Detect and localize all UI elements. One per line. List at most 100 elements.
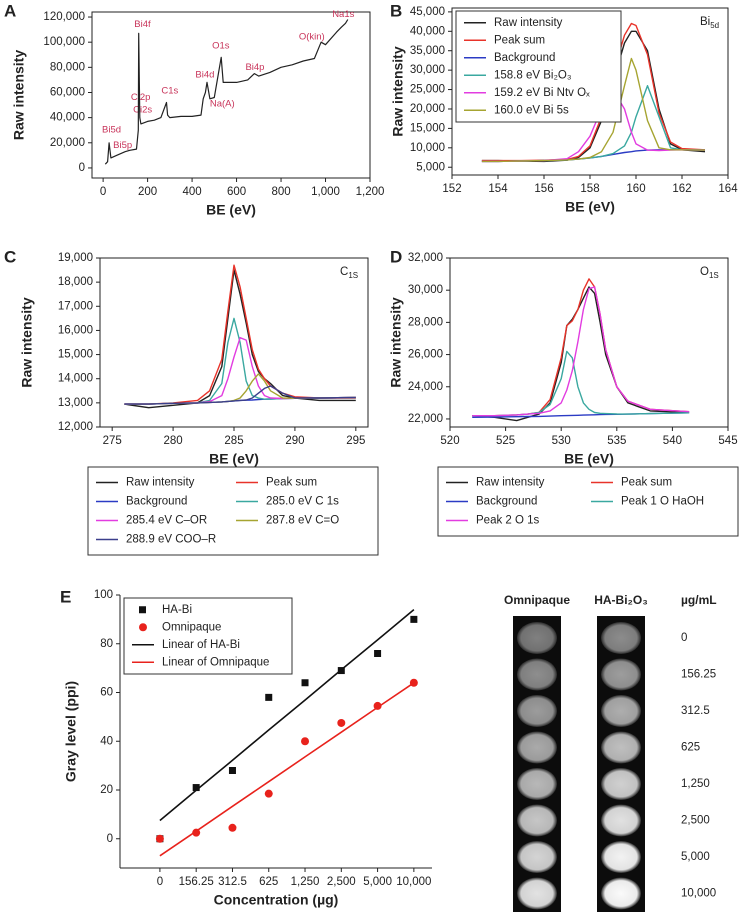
x-axis-label: BE (eV)	[564, 451, 614, 467]
y-tick-label: 26,000	[408, 349, 443, 361]
y-axis-label: Gray level (ppi)	[63, 681, 79, 782]
legend-label: Peak sum	[266, 477, 317, 489]
legend-swatch	[139, 606, 146, 614]
peak-annotation: O(kin)	[299, 32, 325, 43]
y-tick-label: 13,000	[58, 397, 93, 409]
x-tick-label: 156.25	[179, 876, 214, 888]
y-tick-label: 15,000	[410, 122, 445, 134]
fit-line	[124, 264, 356, 405]
column-header: HA-Bi₂O₃	[594, 593, 648, 607]
plot-frame	[91, 11, 371, 179]
x-tick-label: 400	[182, 186, 201, 198]
y-tick-label: 20,000	[50, 137, 85, 149]
legend-label: Linear of HA-Bi	[162, 639, 240, 651]
y-tick-label: 35,000	[410, 45, 445, 57]
concentration-label: 1,250	[681, 778, 710, 790]
y-tick-label: 25,000	[410, 84, 445, 96]
x-tick-label: 295	[346, 435, 365, 447]
legend-label: Background	[126, 496, 187, 508]
y-tick-label: 0	[107, 833, 113, 845]
column-header: µg/mL	[681, 593, 717, 607]
peak-annotation: O1s	[212, 40, 230, 51]
phantom-well	[601, 841, 641, 873]
corner-label-sub: 1S	[709, 271, 719, 280]
corner-label-main: Bi	[700, 16, 710, 28]
concentration-label: 5,000	[681, 851, 710, 863]
x-tick-label: 285	[224, 435, 243, 447]
y-tick-label: 60	[100, 687, 113, 699]
fit-line	[472, 286, 690, 422]
x-axis-label: BE (eV)	[206, 202, 256, 218]
legend-label: Raw intensity	[126, 477, 195, 489]
phantom-well	[601, 877, 641, 910]
spectrum-line	[104, 19, 349, 165]
peak-annotation: Ci2s	[133, 105, 152, 116]
peak-annotation: Bi4d	[195, 69, 214, 80]
legend-label: Peak 1 O HaOH	[621, 496, 704, 508]
y-tick-label: 80,000	[50, 61, 85, 73]
x-tick-label: 525	[496, 435, 515, 447]
concentration-label: 2,500	[681, 815, 710, 827]
panel-letter: A	[4, 1, 16, 20]
x-tick-label: 10,000	[396, 876, 431, 888]
y-tick-label: 32,000	[408, 252, 443, 264]
legend-box	[455, 10, 622, 123]
panel-letter: C	[4, 247, 16, 266]
fit-line	[472, 350, 690, 417]
x-tick-label: 625	[259, 876, 278, 888]
x-tick-label: 2,500	[327, 876, 356, 888]
y-tick-label: 45,000	[410, 6, 445, 18]
column-header: Omnipaque	[504, 593, 570, 607]
phantom-well	[517, 658, 557, 691]
legend-label: 160.0 eV Bi 5s	[494, 104, 569, 116]
data-point	[264, 789, 273, 798]
phantom-well	[517, 877, 557, 910]
x-tick-label: 0	[157, 876, 163, 888]
data-point	[228, 823, 237, 832]
phantom-well	[517, 768, 557, 800]
legend-label: Raw intensity	[476, 477, 545, 489]
data-point	[192, 784, 200, 792]
phantom-well	[601, 658, 641, 691]
data-point	[228, 767, 236, 774]
concentration-label: 10,000	[681, 888, 716, 900]
plot-frame	[99, 257, 369, 428]
y-tick-label: 10,000	[410, 142, 445, 154]
y-tick-label: 100,000	[43, 36, 85, 48]
legend-label: 159.2 eV Bi Ntv Oₓ	[494, 87, 590, 99]
corner-label: C1S	[340, 266, 358, 280]
x-tick-label: 545	[718, 435, 737, 447]
x-tick-label: 312.5	[218, 876, 247, 888]
peak-annotation: Bi4f	[134, 19, 151, 30]
y-axis-label: Raw intensity	[388, 297, 404, 387]
x-tick-label: 600	[227, 186, 246, 198]
x-tick-label: 530	[552, 435, 571, 447]
x-tick-label: 160	[626, 183, 645, 195]
y-tick-label: 40	[100, 735, 113, 747]
panel-letter: D	[390, 247, 402, 266]
y-tick-label: 80	[100, 638, 113, 650]
x-tick-label: 520	[440, 435, 459, 447]
x-tick-label: 540	[663, 435, 682, 447]
corner-label-sub: 5d	[710, 21, 719, 30]
data-point	[374, 650, 382, 657]
corner-label-main: C	[340, 266, 348, 278]
legend-label: Peak 2 O 1s	[476, 515, 540, 527]
y-tick-label: 20	[100, 784, 113, 796]
peak-annotation: Na1s	[332, 9, 354, 20]
y-tick-label: 17,000	[58, 300, 93, 312]
panel-letter: E	[60, 587, 71, 606]
plot-frame	[449, 257, 729, 428]
y-axis-label: Raw intensity	[19, 297, 35, 387]
peak-annotation: Bi4p	[245, 62, 264, 73]
legend-label: HA-Bi	[162, 604, 192, 616]
legend-box	[123, 597, 293, 675]
concentration-label: 0	[681, 632, 687, 644]
legend-label: 158.8 eV Bi₂O₃	[494, 69, 572, 81]
concentration-label: 312.5	[681, 705, 710, 717]
y-tick-label: 12,000	[58, 421, 93, 433]
y-tick-label: 19,000	[58, 252, 93, 264]
data-point	[301, 737, 310, 746]
y-tick-label: 22,000	[408, 413, 443, 425]
